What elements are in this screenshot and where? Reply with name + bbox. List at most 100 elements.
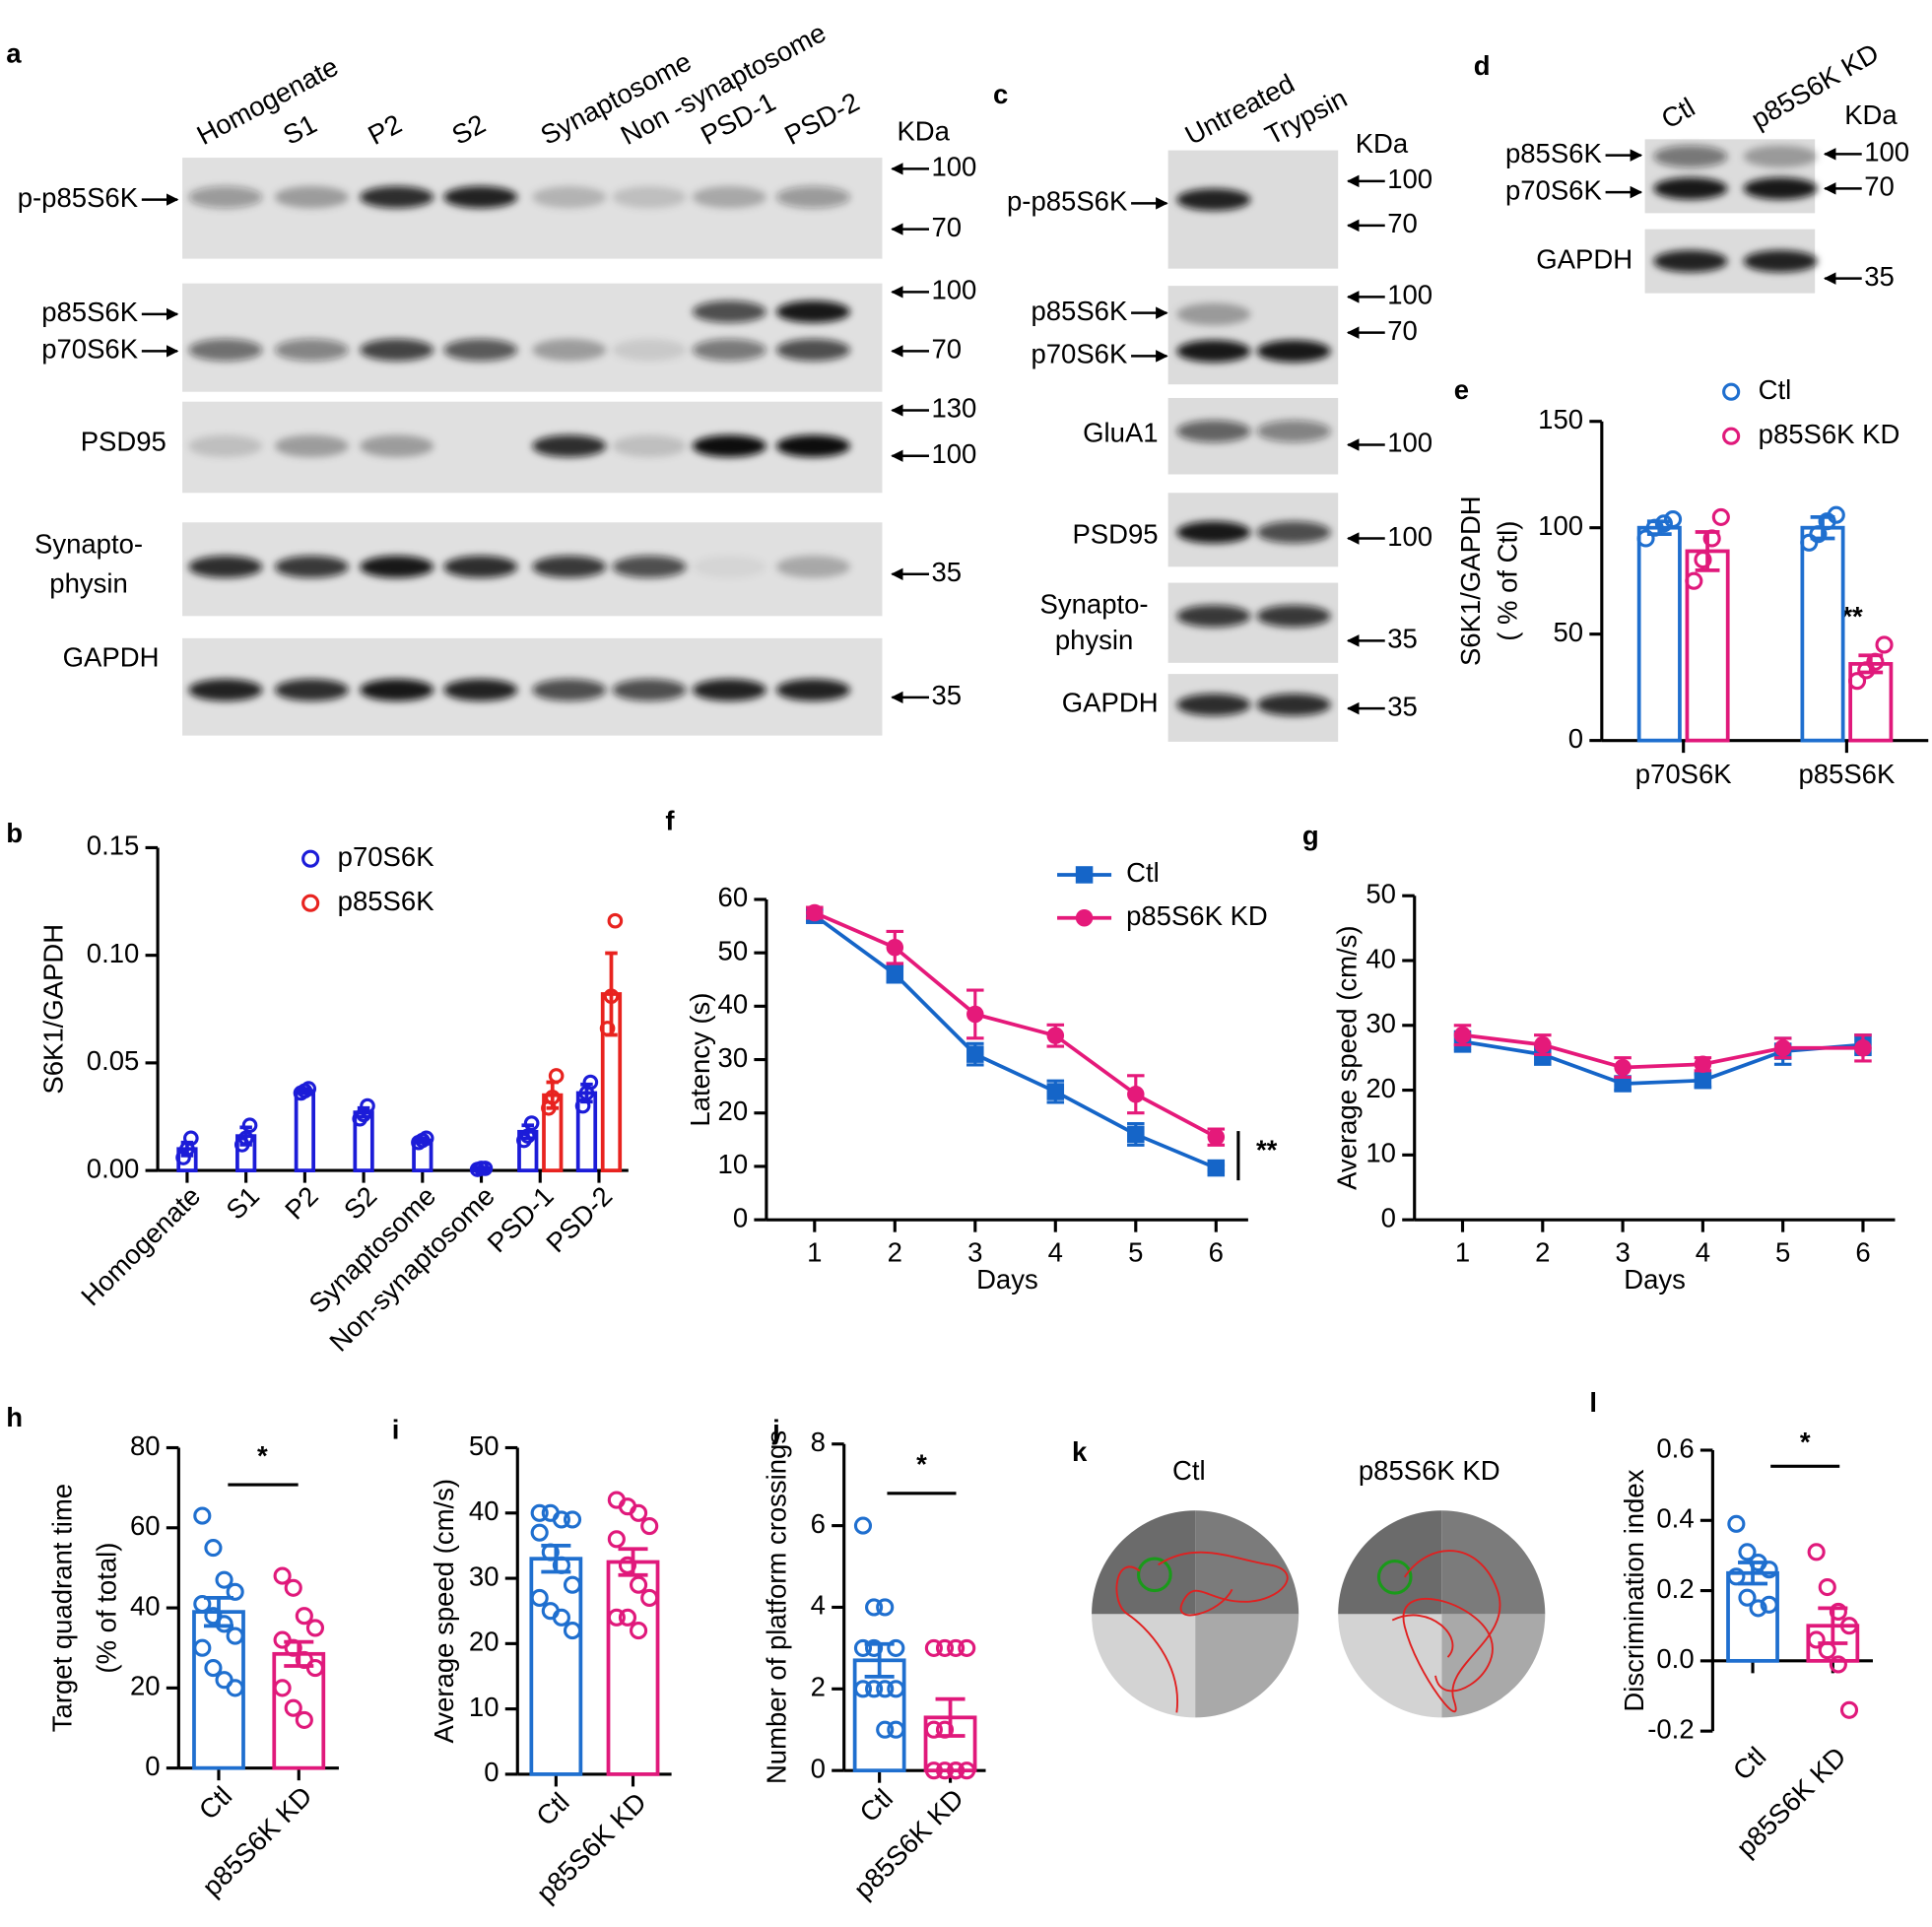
marker-label: 100 — [1864, 137, 1909, 167]
y-axis-label: (% of total) — [91, 1543, 121, 1674]
data-point — [1809, 525, 1828, 544]
x-tick-label: 5 — [1775, 1236, 1790, 1267]
y-tick-label: 0.0 — [1656, 1643, 1694, 1674]
y-tick-label: 20 — [130, 1671, 161, 1701]
bar — [1800, 525, 1845, 743]
data-point — [876, 1680, 895, 1698]
legend-label: p85S6K KD — [1759, 419, 1900, 449]
marker-label: 35 — [931, 680, 962, 710]
lane-label: S2 — [447, 108, 491, 151]
data-point — [530, 1503, 549, 1522]
data-point — [630, 1503, 648, 1522]
marker — [1207, 1159, 1226, 1177]
row-label: PSD95 — [1072, 518, 1158, 549]
marker-label: 100 — [1387, 164, 1432, 194]
data-point — [175, 1150, 191, 1165]
data-point — [599, 1021, 616, 1036]
panel-letter: h — [6, 1402, 23, 1432]
bar — [1726, 1570, 1779, 1663]
swim-path — [1391, 1550, 1501, 1713]
marker-label: 35 — [1387, 624, 1418, 654]
band — [612, 556, 687, 578]
marker-label: 35 — [1864, 261, 1895, 292]
data-point — [418, 1130, 434, 1147]
data-point — [183, 1130, 199, 1147]
band — [532, 556, 607, 578]
data-point — [1760, 1561, 1778, 1579]
data-point — [226, 1582, 244, 1601]
y-tick-label: 0 — [145, 1751, 160, 1781]
band — [360, 338, 434, 362]
data-point — [630, 1622, 648, 1640]
row-label: GluA1 — [1083, 418, 1158, 448]
band — [188, 679, 263, 701]
y-tick-label: 0.4 — [1656, 1503, 1694, 1534]
marker-label: 35 — [931, 557, 962, 587]
y-tick-label: 40 — [469, 1495, 500, 1526]
x-tick-label: S1 — [220, 1180, 265, 1226]
data-point — [1663, 509, 1683, 529]
band — [443, 185, 518, 209]
panel-letter: b — [6, 818, 23, 848]
legend-marker — [301, 894, 320, 912]
y-tick-label: 0 — [1568, 723, 1583, 754]
legend-label: p85S6K — [338, 886, 435, 916]
marker-label: 100 — [1387, 428, 1432, 458]
track-label: p85S6K KD — [1359, 1455, 1500, 1486]
unit-label: KDa — [1356, 128, 1409, 159]
data-point — [563, 1575, 582, 1594]
y-tick-label: 60 — [718, 882, 749, 912]
y-tick-label: 10 — [469, 1692, 500, 1722]
marker — [886, 965, 904, 983]
data-point — [1807, 1630, 1826, 1649]
y-tick-label: 8 — [811, 1427, 826, 1457]
row-label: p70S6K — [41, 334, 139, 365]
bar — [294, 1089, 316, 1172]
x-tick-label: 6 — [1855, 1236, 1870, 1267]
platform — [1137, 1557, 1172, 1593]
band — [692, 556, 766, 578]
data-point — [273, 1566, 292, 1585]
annotation: * — [257, 1440, 268, 1471]
y-tick-label: 0.2 — [1656, 1573, 1694, 1604]
bar — [529, 1557, 583, 1776]
data-point — [853, 1638, 873, 1657]
platform — [1376, 1559, 1413, 1595]
band — [188, 338, 263, 362]
data-point — [853, 1516, 873, 1535]
data-point — [1685, 571, 1703, 590]
data-point — [935, 1638, 955, 1657]
data-point — [935, 1761, 955, 1780]
data-point — [204, 1658, 223, 1678]
x-tick-label: PSD-1 — [481, 1180, 559, 1258]
legend-marker — [1722, 427, 1741, 445]
blot — [1167, 150, 1339, 269]
x-tick-label: 1 — [807, 1236, 822, 1267]
band — [188, 185, 263, 209]
panel-letter: c — [993, 79, 1008, 109]
y-tick-label: 0 — [811, 1753, 826, 1783]
data-point — [1702, 529, 1721, 548]
panel-k: k Ctl p85S6K KD — [1072, 1436, 1546, 1718]
band — [532, 679, 607, 701]
x-tick-label: 6 — [1209, 1236, 1224, 1267]
row-label: p70S6K — [1031, 339, 1128, 369]
quadrant — [1441, 1510, 1546, 1615]
row-label: GAPDH — [1062, 688, 1159, 718]
marker — [886, 938, 904, 957]
band — [274, 434, 349, 457]
y-tick-label: 30 — [718, 1042, 749, 1073]
legend-marker — [301, 849, 320, 868]
data-point — [552, 1608, 570, 1627]
data-point — [544, 1090, 561, 1105]
band — [274, 185, 349, 209]
x-tick-label: Ctl — [530, 1786, 575, 1831]
band — [1176, 340, 1251, 363]
band — [775, 556, 850, 578]
y-tick-label: 80 — [130, 1430, 161, 1461]
marker — [1854, 1039, 1872, 1057]
band — [274, 338, 349, 362]
quadrant — [1195, 1614, 1299, 1718]
track-label: Ctl — [1172, 1455, 1206, 1486]
y-tick-label: 0 — [1381, 1202, 1396, 1232]
